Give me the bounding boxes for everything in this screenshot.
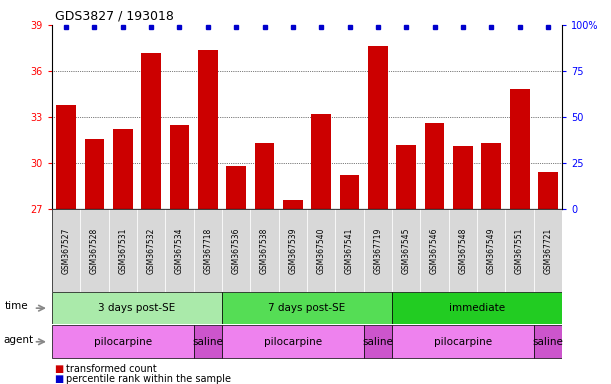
Bar bbox=[335, 209, 364, 292]
Text: pilocarpine: pilocarpine bbox=[434, 337, 492, 347]
Bar bbox=[425, 123, 444, 209]
Bar bbox=[510, 89, 530, 209]
Bar bbox=[448, 209, 477, 292]
Bar bbox=[166, 209, 194, 292]
Bar bbox=[52, 209, 80, 292]
Text: GSM367527: GSM367527 bbox=[62, 227, 71, 274]
Bar bbox=[226, 166, 246, 209]
Bar bbox=[222, 209, 251, 292]
Bar bbox=[141, 53, 161, 209]
Bar bbox=[368, 46, 388, 209]
Text: pilocarpine: pilocarpine bbox=[264, 337, 322, 347]
Text: GSM367551: GSM367551 bbox=[515, 227, 524, 274]
Bar bbox=[477, 209, 505, 292]
Text: ■: ■ bbox=[55, 374, 67, 384]
Bar bbox=[80, 209, 109, 292]
Bar bbox=[420, 209, 448, 292]
Bar bbox=[222, 325, 364, 358]
Text: GSM367539: GSM367539 bbox=[288, 227, 298, 274]
Bar bbox=[84, 139, 104, 209]
Text: GSM367541: GSM367541 bbox=[345, 227, 354, 274]
Text: time: time bbox=[5, 301, 29, 311]
Text: GSM367719: GSM367719 bbox=[373, 227, 382, 274]
Text: GSM367718: GSM367718 bbox=[203, 227, 213, 274]
Text: saline: saline bbox=[362, 337, 393, 347]
Text: GSM367536: GSM367536 bbox=[232, 227, 241, 274]
Bar bbox=[534, 325, 562, 358]
Text: GSM367538: GSM367538 bbox=[260, 227, 269, 274]
Bar bbox=[364, 325, 392, 358]
Text: GSM367531: GSM367531 bbox=[119, 227, 127, 274]
Bar bbox=[251, 209, 279, 292]
Text: 3 days post-SE: 3 days post-SE bbox=[98, 303, 175, 313]
Bar bbox=[109, 209, 137, 292]
Bar bbox=[392, 209, 420, 292]
Text: 7 days post-SE: 7 days post-SE bbox=[268, 303, 346, 313]
Bar bbox=[283, 200, 303, 209]
Bar bbox=[170, 125, 189, 209]
Bar bbox=[307, 209, 335, 292]
Text: percentile rank within the sample: percentile rank within the sample bbox=[66, 374, 231, 384]
Bar bbox=[392, 293, 562, 324]
Bar bbox=[392, 325, 534, 358]
Text: immediate: immediate bbox=[449, 303, 505, 313]
Text: GSM367721: GSM367721 bbox=[543, 227, 552, 274]
Bar bbox=[113, 129, 133, 209]
Bar bbox=[255, 143, 274, 209]
Bar bbox=[505, 209, 534, 292]
Text: GSM367548: GSM367548 bbox=[458, 227, 467, 274]
Text: saline: saline bbox=[533, 337, 563, 347]
Bar bbox=[198, 50, 218, 209]
Bar bbox=[137, 209, 166, 292]
Text: GDS3827 / 193018: GDS3827 / 193018 bbox=[55, 10, 174, 23]
Text: ■: ■ bbox=[55, 364, 67, 374]
Bar bbox=[397, 145, 416, 209]
Bar bbox=[481, 143, 501, 209]
Bar bbox=[453, 146, 473, 209]
Bar bbox=[364, 209, 392, 292]
Bar bbox=[538, 172, 558, 209]
Text: saline: saline bbox=[192, 337, 223, 347]
Text: GSM367546: GSM367546 bbox=[430, 227, 439, 274]
Text: GSM367534: GSM367534 bbox=[175, 227, 184, 274]
Bar bbox=[311, 114, 331, 209]
Text: GSM367549: GSM367549 bbox=[487, 227, 496, 274]
Text: transformed count: transformed count bbox=[66, 364, 157, 374]
Bar bbox=[534, 209, 562, 292]
Text: GSM367540: GSM367540 bbox=[316, 227, 326, 274]
Text: GSM367545: GSM367545 bbox=[401, 227, 411, 274]
Text: pilocarpine: pilocarpine bbox=[93, 337, 152, 347]
Bar bbox=[56, 105, 76, 209]
Bar bbox=[52, 293, 222, 324]
Text: agent: agent bbox=[3, 335, 33, 345]
Bar bbox=[194, 209, 222, 292]
Text: GSM367532: GSM367532 bbox=[147, 227, 156, 274]
Bar bbox=[52, 325, 194, 358]
Text: GSM367528: GSM367528 bbox=[90, 227, 99, 274]
Bar bbox=[222, 293, 392, 324]
Bar bbox=[194, 325, 222, 358]
Bar bbox=[340, 175, 359, 209]
Bar bbox=[279, 209, 307, 292]
